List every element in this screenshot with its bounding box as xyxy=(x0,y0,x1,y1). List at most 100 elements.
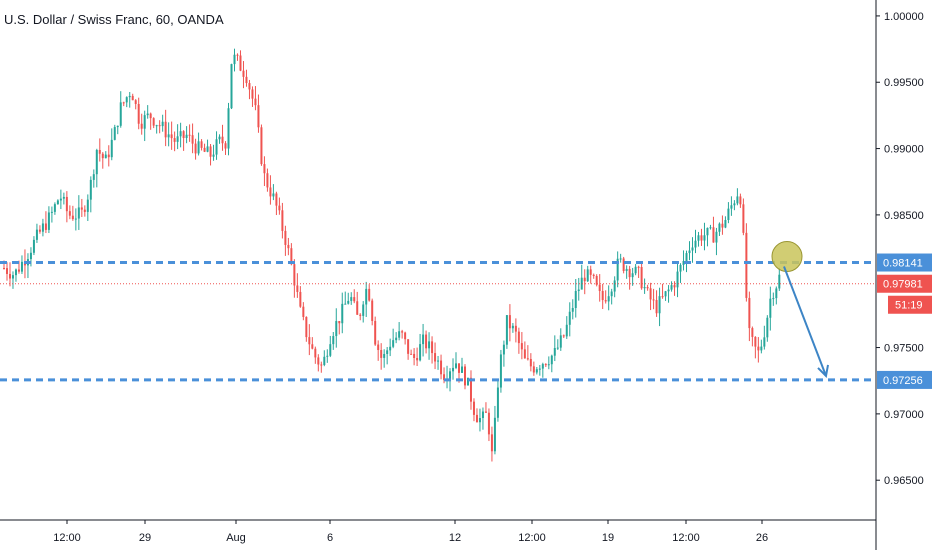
candle-body xyxy=(664,291,667,297)
candle-body xyxy=(281,210,284,231)
candle-body xyxy=(110,139,113,158)
candle-body xyxy=(212,154,215,157)
candle-body xyxy=(284,230,287,245)
candle-body xyxy=(362,304,365,316)
candle-body xyxy=(544,364,547,366)
candle-body xyxy=(592,274,595,276)
candle-body xyxy=(502,344,505,355)
time-tick-label: 12:00 xyxy=(518,532,546,544)
candle-body xyxy=(293,264,296,286)
candle-body xyxy=(86,199,89,212)
candle-body xyxy=(688,250,691,254)
candle-body xyxy=(598,284,601,291)
candle-body xyxy=(221,136,224,144)
candle-body xyxy=(763,337,766,347)
candle-body xyxy=(140,123,143,129)
candle-body xyxy=(308,337,311,345)
candle-body xyxy=(676,271,679,288)
candle-body xyxy=(685,253,688,261)
candle-body xyxy=(263,164,266,174)
candle-body xyxy=(209,146,212,157)
candle-body xyxy=(77,207,80,219)
candle-body xyxy=(62,196,65,199)
candle-body xyxy=(658,296,661,314)
current-price-tag xyxy=(877,274,932,293)
candle-body xyxy=(302,306,305,317)
candle-body xyxy=(44,223,47,230)
overlays xyxy=(0,241,876,382)
candle-body xyxy=(754,336,757,347)
price-tick-label: 0.97000 xyxy=(884,409,924,421)
price-tick-label: 0.99500 xyxy=(884,77,924,89)
candle-body xyxy=(104,154,107,159)
time-tick-label: Aug xyxy=(226,532,246,544)
candle-body xyxy=(404,332,407,340)
candle-body xyxy=(493,417,496,452)
candle-body xyxy=(490,434,493,452)
candle-body xyxy=(317,357,320,365)
candle-body xyxy=(41,223,44,232)
candle-body xyxy=(215,139,218,155)
candle-body xyxy=(655,300,658,314)
candle-body xyxy=(715,231,718,243)
candle-body xyxy=(224,143,227,149)
candle-body xyxy=(766,317,769,338)
time-tick-label: 12 xyxy=(449,532,461,544)
candle-body xyxy=(472,401,475,415)
candle-body xyxy=(29,252,32,260)
candle-body xyxy=(68,211,71,216)
price-axis[interactable]: 1.00000 0.99500 0.99000 0.98500 0.97500 0.970… xyxy=(876,11,924,487)
candle-body xyxy=(419,344,422,361)
projection-arrow-line[interactable] xyxy=(783,266,827,377)
candle-body xyxy=(760,346,763,351)
candle-body xyxy=(778,274,781,289)
candle-body xyxy=(254,98,257,106)
highlight-circle-marker[interactable] xyxy=(771,241,803,273)
candle-body xyxy=(595,275,598,285)
candle-body xyxy=(389,346,392,351)
candle-body xyxy=(32,239,35,253)
candle-body xyxy=(469,377,472,402)
candle-body xyxy=(152,118,155,126)
candle-body xyxy=(640,267,643,289)
candle-body xyxy=(742,204,745,233)
time-tick-label: 12:00 xyxy=(672,532,700,544)
candle-body xyxy=(616,258,619,281)
candle-body xyxy=(272,193,275,197)
candle-body xyxy=(532,366,535,373)
candle-body xyxy=(622,258,625,271)
candle-body xyxy=(413,353,416,359)
candle-body xyxy=(11,275,14,279)
candle-body xyxy=(377,344,380,351)
candle-body xyxy=(71,215,74,220)
candle-body xyxy=(634,266,637,274)
candle-body xyxy=(236,54,239,56)
time-axis[interactable]: 12:00 29 Aug 6 12 12:00 19 12:00 26 xyxy=(53,520,768,544)
candle-body xyxy=(475,414,478,423)
candle-body xyxy=(53,204,56,212)
candle-body xyxy=(673,285,676,288)
candle-body xyxy=(128,95,131,98)
candle-body xyxy=(610,291,613,297)
time-tick-label: 29 xyxy=(139,532,151,544)
candle-body xyxy=(460,366,463,373)
candle-body xyxy=(260,127,263,165)
candle-body xyxy=(565,324,568,337)
candle-body xyxy=(251,89,254,99)
candle-body xyxy=(161,121,164,127)
candle-body xyxy=(652,299,655,301)
candle-body xyxy=(353,297,356,302)
candle-body xyxy=(607,296,610,302)
candle-body xyxy=(47,212,50,230)
candle-body xyxy=(535,369,538,373)
candle-body xyxy=(119,102,122,126)
candle-body xyxy=(131,95,134,101)
candle-body xyxy=(455,363,458,368)
level-price-label: 0.98141 xyxy=(883,258,923,270)
candle-body xyxy=(401,331,404,333)
candle-body xyxy=(601,290,604,301)
candle-body xyxy=(682,260,685,265)
candle-body xyxy=(736,196,739,204)
